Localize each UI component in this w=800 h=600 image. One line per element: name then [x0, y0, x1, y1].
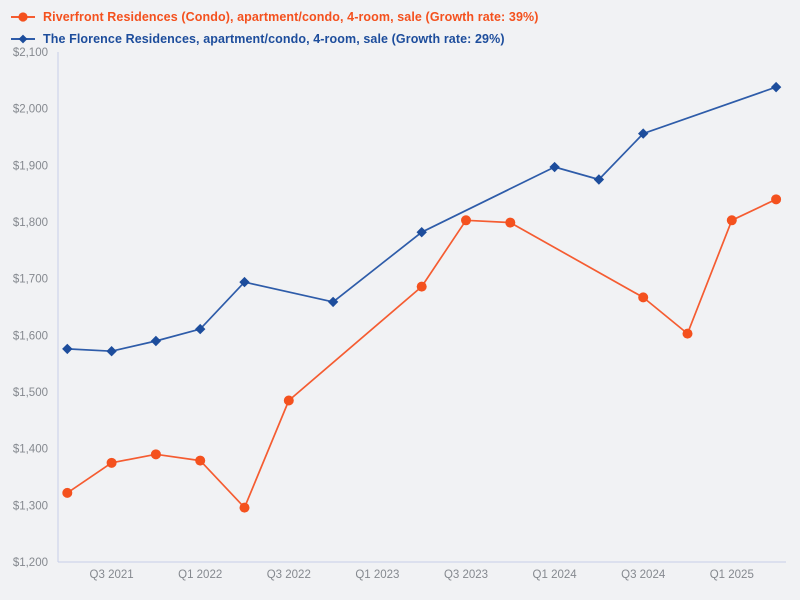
data-point-marker[interactable]	[327, 296, 339, 308]
data-point-marker[interactable]	[195, 455, 206, 466]
y-axis-tick-label: $2,100	[13, 47, 48, 59]
data-point-marker[interactable]	[239, 276, 250, 288]
y-axis-tick-label: $1,500	[13, 387, 48, 399]
x-axis-tick-label: Q3 2023	[444, 569, 488, 581]
series-line-1	[66, 86, 777, 353]
data-point-marker[interactable]	[770, 81, 782, 93]
legend-label: Riverfront Residences (Condo), apartment…	[43, 10, 539, 24]
data-point-marker[interactable]	[195, 323, 206, 335]
data-point-marker[interactable]	[62, 487, 73, 498]
x-axis-tick-label: Q3 2022	[267, 569, 311, 581]
data-point-marker[interactable]	[461, 215, 471, 226]
circle-series-icon	[11, 12, 35, 22]
y-axis-tick-label: $1,200	[13, 557, 48, 569]
data-point-marker[interactable]	[150, 335, 162, 347]
legend-item-florence[interactable]: The Florence Residences, apartment/condo…	[10, 28, 538, 50]
x-axis-tick-label: Q1 2025	[710, 569, 754, 581]
data-point-marker[interactable]	[283, 395, 294, 406]
y-axis-tick-label: $1,600	[13, 330, 48, 342]
data-point-marker[interactable]	[549, 161, 560, 173]
data-point-marker[interactable]	[150, 449, 161, 460]
x-axis-tick-label: Q1 2024	[533, 569, 578, 581]
x-axis-tick-label: Q1 2022	[178, 569, 222, 581]
y-axis-tick-label: $1,400	[13, 444, 48, 456]
x-axis-tick-label: Q1 2023	[355, 569, 399, 581]
data-point-marker[interactable]	[638, 128, 649, 139]
y-axis-tick-label: $1,800	[13, 217, 48, 229]
legend-item-riverfront[interactable]: Riverfront Residences (Condo), apartment…	[10, 6, 538, 28]
data-point-marker[interactable]	[106, 457, 117, 468]
legend-label: The Florence Residences, apartment/condo…	[43, 32, 505, 46]
y-axis-tick-label: $2,000	[13, 104, 48, 116]
data-point-marker[interactable]	[416, 227, 427, 238]
y-axis-tick-label: $1,900	[13, 160, 48, 172]
data-point-marker[interactable]	[416, 281, 427, 292]
chart-legend: Riverfront Residences (Condo), apartment…	[10, 6, 538, 50]
y-axis-tick-label: $1,700	[13, 274, 48, 286]
x-axis-tick-label: Q3 2021	[90, 569, 134, 581]
data-point-marker[interactable]	[593, 174, 605, 185]
data-point-marker[interactable]	[771, 194, 782, 205]
data-point-marker[interactable]	[106, 346, 117, 357]
y-axis-tick-label: $1,300	[13, 500, 48, 512]
data-point-marker[interactable]	[638, 292, 649, 303]
data-point-marker[interactable]	[62, 343, 73, 355]
series-line-0	[66, 198, 777, 509]
data-point-marker[interactable]	[505, 217, 516, 228]
data-point-marker[interactable]	[239, 502, 250, 513]
data-point-marker[interactable]	[682, 328, 693, 339]
data-point-marker[interactable]	[726, 215, 737, 226]
diamond-series-icon	[11, 34, 35, 44]
x-axis-tick-label: Q3 2024	[621, 569, 666, 581]
